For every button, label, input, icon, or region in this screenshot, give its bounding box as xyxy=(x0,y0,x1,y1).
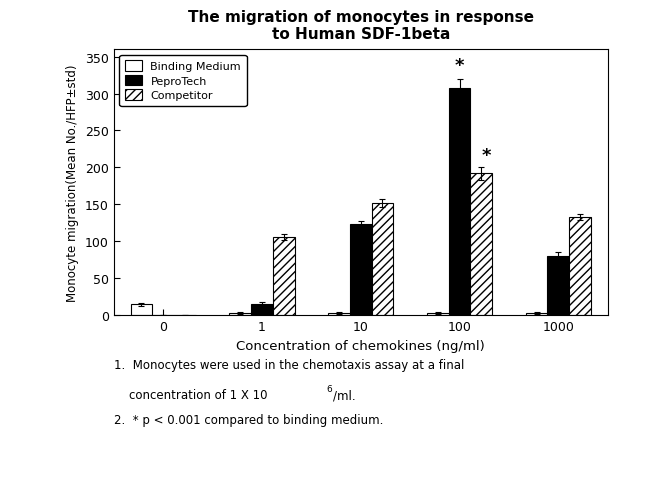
Bar xyxy=(547,257,569,316)
Bar xyxy=(251,305,273,316)
Bar xyxy=(471,174,492,316)
Bar xyxy=(427,314,448,316)
Bar xyxy=(229,314,251,316)
Legend: Binding Medium, PeproTech, Competitor: Binding Medium, PeproTech, Competitor xyxy=(120,56,246,107)
Bar xyxy=(350,225,372,316)
Text: /ml.: /ml. xyxy=(333,388,356,401)
Bar xyxy=(569,217,591,316)
X-axis label: Concentration of chemokines (ng/ml): Concentration of chemokines (ng/ml) xyxy=(237,339,485,352)
Text: concentration of 1 X 10: concentration of 1 X 10 xyxy=(114,388,267,401)
Bar xyxy=(131,305,152,316)
Bar xyxy=(448,89,471,316)
Bar xyxy=(526,314,547,316)
Bar xyxy=(273,237,294,316)
Bar xyxy=(328,314,350,316)
Text: 1.  Monocytes were used in the chemotaxis assay at a final: 1. Monocytes were used in the chemotaxis… xyxy=(114,358,464,371)
Y-axis label: Monocyte migration(Mean No./HFP±std): Monocyte migration(Mean No./HFP±std) xyxy=(66,64,79,302)
Bar xyxy=(372,203,393,316)
Text: 6: 6 xyxy=(326,384,332,393)
Text: *: * xyxy=(482,146,491,164)
Text: *: * xyxy=(455,57,464,75)
Text: 2.  * p < 0.001 compared to binding medium.: 2. * p < 0.001 compared to binding mediu… xyxy=(114,413,383,426)
Title: The migration of monocytes in response
to Human SDF-1beta: The migration of monocytes in response t… xyxy=(188,10,534,42)
